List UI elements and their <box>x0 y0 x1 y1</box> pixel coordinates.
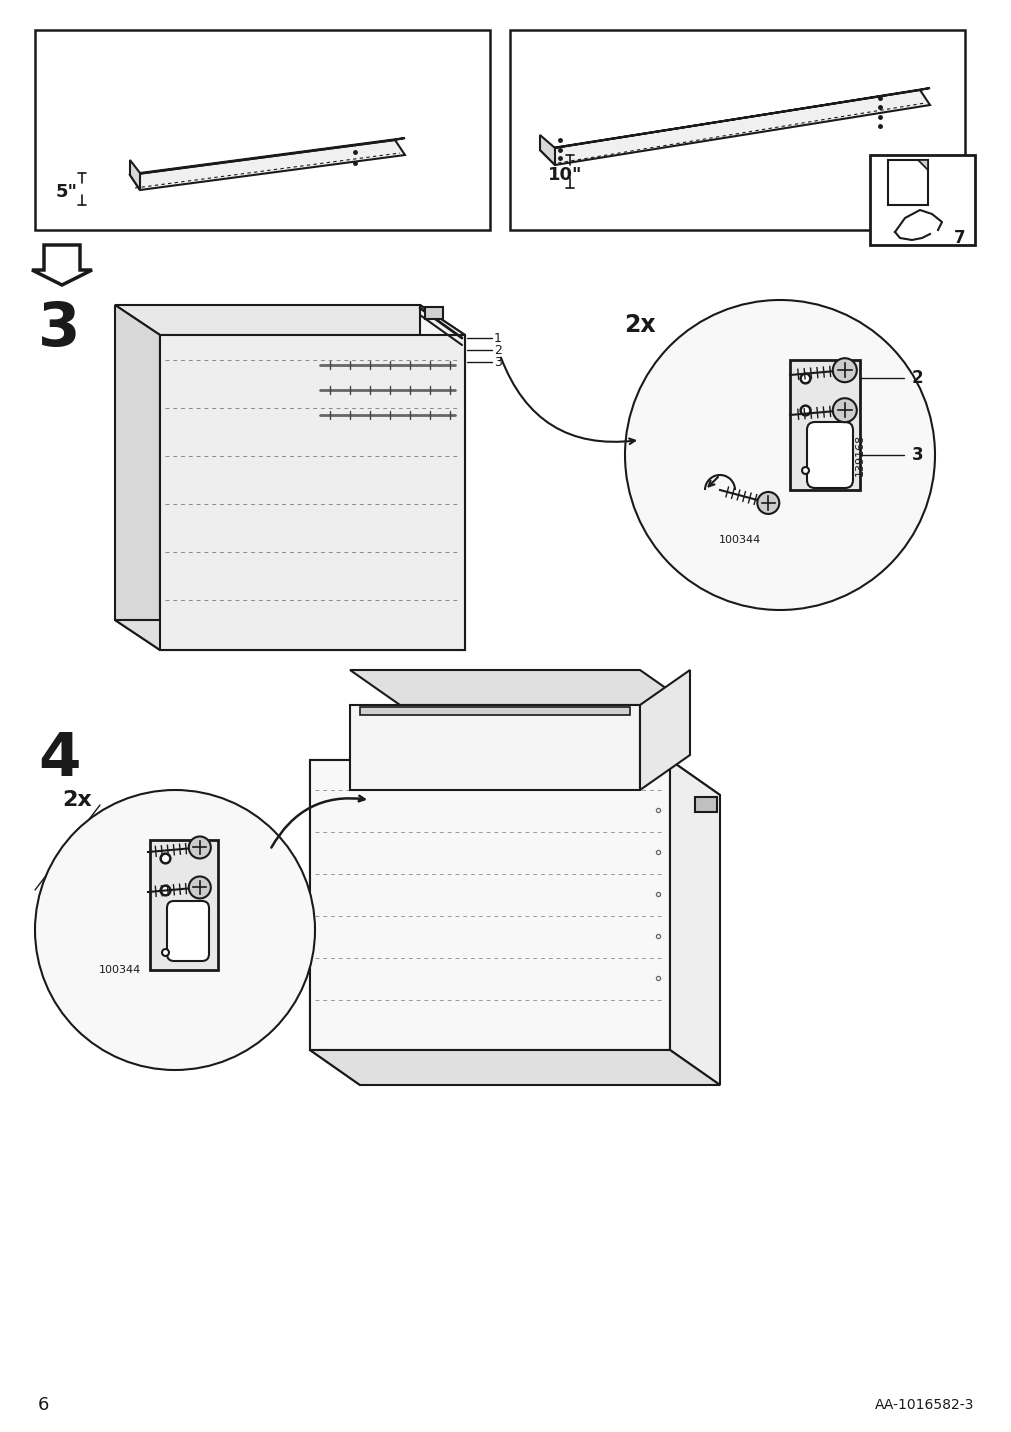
Text: 100344: 100344 <box>99 965 141 975</box>
Bar <box>695 798 716 812</box>
Bar <box>35 30 489 231</box>
Polygon shape <box>129 140 404 190</box>
Circle shape <box>832 358 856 382</box>
Bar <box>790 359 859 490</box>
Polygon shape <box>309 760 669 1050</box>
Bar <box>869 155 974 245</box>
Polygon shape <box>129 137 404 175</box>
Circle shape <box>832 398 856 422</box>
Text: 4: 4 <box>38 730 81 789</box>
Text: 3: 3 <box>911 445 922 464</box>
Polygon shape <box>669 760 719 1085</box>
Bar <box>425 306 443 319</box>
Circle shape <box>189 836 210 858</box>
Polygon shape <box>540 135 554 165</box>
Text: 10": 10" <box>548 166 582 183</box>
Polygon shape <box>309 1050 719 1085</box>
Text: 6: 6 <box>38 1396 50 1413</box>
Polygon shape <box>32 245 92 285</box>
Polygon shape <box>917 160 927 170</box>
Text: 2: 2 <box>493 344 501 357</box>
Polygon shape <box>309 760 360 1085</box>
Circle shape <box>189 876 210 898</box>
Polygon shape <box>115 620 464 650</box>
FancyBboxPatch shape <box>806 422 852 488</box>
Circle shape <box>625 299 934 610</box>
Text: AA-1016582-3: AA-1016582-3 <box>874 1398 973 1412</box>
Text: 2x: 2x <box>624 314 655 337</box>
Bar <box>510 30 964 231</box>
Text: 139168: 139168 <box>854 434 864 475</box>
Polygon shape <box>350 705 639 790</box>
Polygon shape <box>350 670 690 705</box>
Polygon shape <box>115 305 464 335</box>
Circle shape <box>756 493 778 514</box>
Bar <box>360 707 630 715</box>
Bar <box>150 841 217 969</box>
Polygon shape <box>540 90 929 165</box>
Text: 100344: 100344 <box>718 536 760 546</box>
Polygon shape <box>540 87 929 150</box>
Text: 1: 1 <box>493 331 501 345</box>
Polygon shape <box>129 160 140 190</box>
FancyBboxPatch shape <box>167 901 209 961</box>
Text: 3: 3 <box>493 355 501 368</box>
Polygon shape <box>115 305 160 650</box>
Text: 5": 5" <box>56 183 78 200</box>
Bar <box>887 160 927 205</box>
Text: 3: 3 <box>38 299 81 359</box>
Polygon shape <box>309 760 719 795</box>
Polygon shape <box>160 335 464 650</box>
Polygon shape <box>420 305 464 650</box>
Text: 2: 2 <box>911 369 922 387</box>
Text: 7: 7 <box>953 229 964 246</box>
Circle shape <box>35 790 314 1070</box>
Text: 2x: 2x <box>62 790 92 811</box>
Polygon shape <box>639 670 690 790</box>
